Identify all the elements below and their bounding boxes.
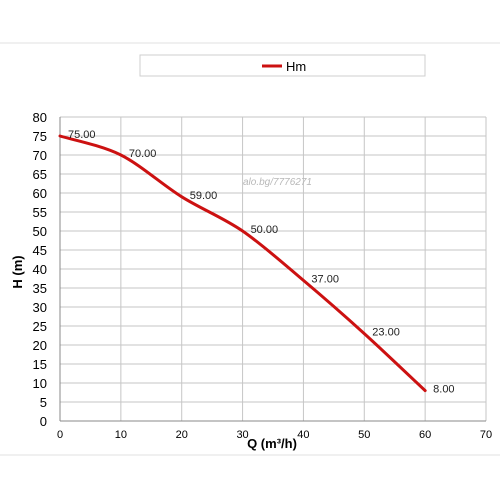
legend-label-hm: Hm — [286, 59, 306, 74]
x-tick-label: 50 — [358, 429, 370, 441]
data-label: 75.00 — [68, 129, 96, 141]
x-tick-label: 70 — [480, 429, 492, 441]
watermark: alo.bg/7776271 — [243, 177, 312, 188]
data-label: 37.00 — [311, 273, 339, 285]
y-tick-label: 55 — [33, 205, 47, 220]
y-tick-label: 5 — [40, 395, 47, 410]
x-tick-label: 10 — [115, 429, 127, 441]
data-label: 70.00 — [129, 148, 157, 160]
x-tick-label: 0 — [57, 429, 63, 441]
y-tick-label: 70 — [33, 148, 47, 163]
legend: Hm — [139, 54, 426, 77]
y-tick-label: 20 — [33, 338, 47, 353]
y-tick-label: 30 — [33, 300, 47, 315]
y-tick-label: 60 — [33, 186, 47, 201]
y-tick-label: 15 — [33, 357, 47, 372]
x-axis-title: Q (m³/h) — [247, 436, 297, 451]
y-tick-label: 25 — [33, 319, 47, 334]
data-label: 50.00 — [251, 224, 279, 236]
x-tick-labels: 0 10 20 30 40 50 60 70 — [57, 429, 492, 441]
grid — [60, 116, 487, 421]
y-tick-label: 0 — [40, 414, 47, 429]
plot-area: 0 5 10 15 20 25 30 35 40 45 50 55 60 65 70 75 80 0 10 20 30… — [33, 110, 493, 441]
y-tick-label: 80 — [33, 110, 47, 125]
data-label: 23.00 — [372, 327, 400, 339]
y-tick-label: 45 — [33, 243, 47, 258]
series-line-hm — [58, 134, 427, 393]
y-tick-label: 75 — [33, 129, 47, 144]
y-tick-label: 40 — [33, 262, 47, 277]
x-tick-label: 30 — [236, 429, 248, 441]
x-tick-label: 40 — [297, 429, 309, 441]
y-tick-label: 65 — [33, 167, 47, 182]
data-labels: 75.00 70.00 59.00 50.00 37.00 23.00 8.00 — [68, 129, 455, 396]
data-label: 59.00 — [190, 190, 218, 202]
y-tick-label: 35 — [33, 281, 47, 296]
data-label: 8.00 — [433, 384, 454, 396]
x-tick-label: 20 — [176, 429, 188, 441]
y-tick-label: 10 — [33, 376, 47, 391]
axes — [59, 117, 486, 422]
y-axis-title: H (m) — [10, 255, 25, 288]
y-tick-labels: 0 5 10 15 20 25 30 35 40 45 50 55 60 65 70 75 80 — [33, 110, 47, 429]
legend-box — [139, 54, 426, 77]
x-tick-label: 60 — [419, 429, 431, 441]
y-tick-label: 50 — [33, 224, 47, 239]
